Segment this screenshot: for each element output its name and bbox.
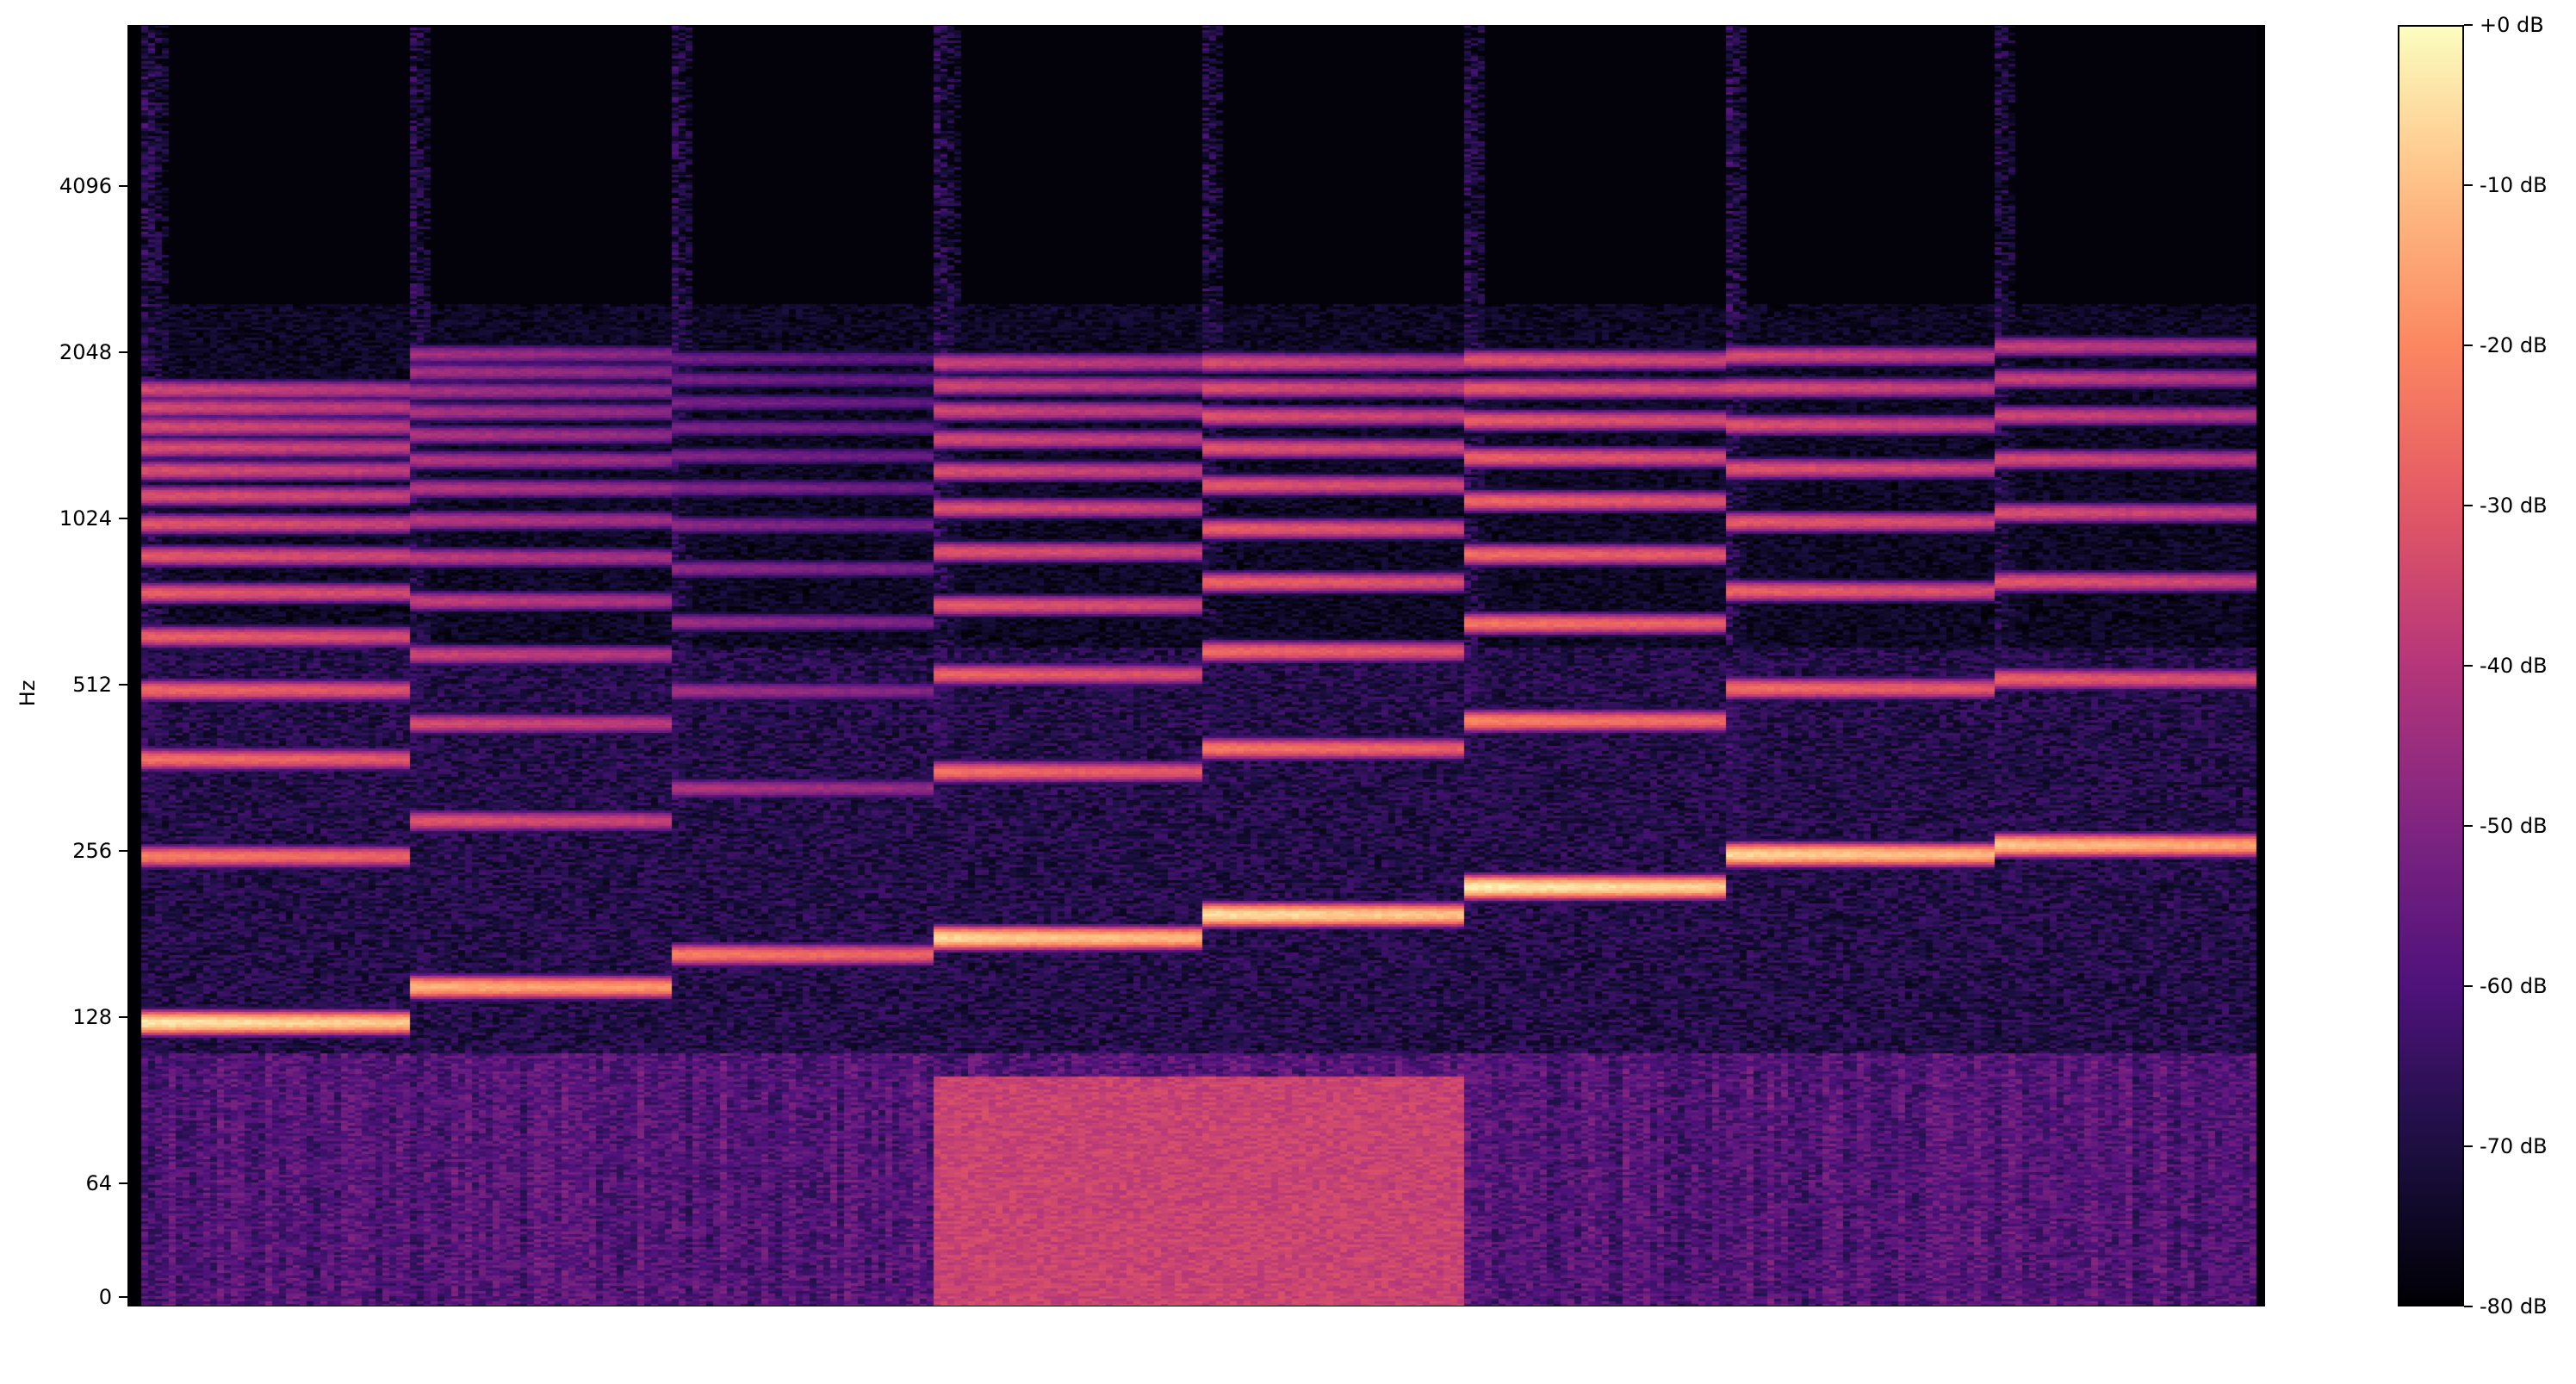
spectrogram-plot-area bbox=[127, 25, 2265, 1306]
colorbar-tick: -70 dB bbox=[2464, 1134, 2548, 1158]
y-tick-label: 1024 bbox=[59, 506, 112, 531]
colorbar-tick-label: -10 dB bbox=[2480, 173, 2548, 197]
colorbar-tick: -50 dB bbox=[2464, 814, 2548, 838]
y-tick-label: 0 bbox=[99, 1285, 112, 1309]
colorbar-tick: +0 dB bbox=[2464, 13, 2544, 37]
colorbar-axis: +0 dB -10 dB -20 dB -30 dB -40 dB -50 dB -60 d… bbox=[2464, 13, 2548, 1319]
y-tick-label: 4096 bbox=[59, 174, 112, 198]
colorbar bbox=[2398, 25, 2464, 1306]
y-tick-label: 64 bbox=[85, 1171, 112, 1195]
colorbar-tick-label: -30 dB bbox=[2480, 493, 2548, 518]
y-tick: 4096 bbox=[59, 174, 127, 198]
y-tick: 512 bbox=[72, 673, 127, 697]
colorbar-tick: -10 dB bbox=[2464, 173, 2548, 197]
y-tick: 256 bbox=[72, 839, 127, 863]
y-axis: 0 64 128 256 512 1024 2048 4096 bbox=[59, 174, 127, 1309]
colorbar-tick: -30 dB bbox=[2464, 493, 2548, 518]
colorbar-tick-label: -70 dB bbox=[2480, 1134, 2548, 1158]
y-tick-label: 2048 bbox=[59, 340, 112, 364]
colorbar-tick-label: +0 dB bbox=[2480, 13, 2544, 37]
colorbar-tick-label: -60 dB bbox=[2480, 974, 2548, 998]
y-tick-label: 256 bbox=[72, 839, 112, 863]
y-tick: 128 bbox=[72, 1005, 127, 1029]
y-tick: 0 bbox=[99, 1285, 127, 1309]
colorbar-tick: -80 dB bbox=[2464, 1294, 2548, 1319]
colorbar-tick-label: -80 dB bbox=[2480, 1294, 2548, 1319]
y-tick: 2048 bbox=[59, 340, 127, 364]
y-tick-label: 512 bbox=[72, 673, 112, 697]
colorbar-tick: -20 dB bbox=[2464, 333, 2548, 357]
colorbar-tick-label: -20 dB bbox=[2480, 333, 2548, 357]
spectrogram-heatmap bbox=[127, 25, 2265, 1306]
colorbar-tick: -60 dB bbox=[2464, 974, 2548, 998]
y-tick: 1024 bbox=[59, 506, 127, 531]
colorbar-tick-label: -50 dB bbox=[2480, 814, 2548, 838]
colorbar-tick-label: -40 dB bbox=[2480, 654, 2548, 678]
y-tick-label: 128 bbox=[72, 1005, 112, 1029]
y-axis-label: Hz bbox=[16, 680, 40, 707]
colorbar-tick: -40 dB bbox=[2464, 654, 2548, 678]
y-tick: 64 bbox=[85, 1171, 127, 1195]
